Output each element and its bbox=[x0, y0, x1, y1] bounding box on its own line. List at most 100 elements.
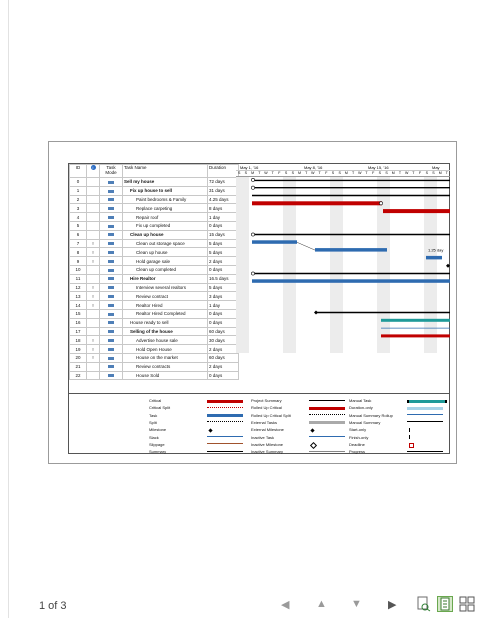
legend-label: Critical bbox=[149, 398, 161, 403]
table-row[interactable]: 21 Review contracts 2 days bbox=[70, 362, 239, 371]
legend-swatch bbox=[207, 407, 243, 408]
table-row[interactable]: 2 Paint bedrooms & Family 4.25 days bbox=[70, 195, 239, 204]
row-indicator bbox=[87, 186, 100, 195]
row-indicator bbox=[87, 318, 100, 327]
arrow-down-icon[interactable]: ▼ bbox=[351, 598, 362, 610]
table-row[interactable]: 12! Interview several realtors 5 days bbox=[70, 283, 239, 292]
row-duration: 60 days bbox=[208, 353, 239, 362]
legend-swatch bbox=[309, 436, 345, 437]
legend-label: Progress bbox=[349, 449, 365, 454]
table-row[interactable]: 7! Clean out storage space 5 days bbox=[70, 239, 239, 248]
auto-scheduled-icon bbox=[108, 216, 114, 219]
critical-task-bar[interactable] bbox=[383, 209, 450, 213]
legend-label: Duration-only bbox=[349, 405, 373, 410]
auto-scheduled-icon bbox=[108, 374, 114, 377]
row-id: 18 bbox=[70, 336, 87, 345]
legend-swatch bbox=[207, 421, 243, 422]
table-row[interactable]: 11 Hire Realtor 16.5 days bbox=[70, 274, 239, 283]
table-row[interactable]: 10 Clean up completed 0 days bbox=[70, 265, 239, 274]
row-duration: 0 days bbox=[208, 309, 239, 318]
row-id: 17 bbox=[70, 327, 87, 336]
table-row[interactable]: 19! Hold Open House 2 days bbox=[70, 345, 239, 354]
table-row[interactable]: 9! Hold garage sale 2 days bbox=[70, 257, 239, 266]
manual-task-bar[interactable] bbox=[381, 319, 450, 322]
table-row[interactable]: 16 House ready to sell 0 days bbox=[70, 318, 239, 327]
row-duration: 2 days bbox=[208, 362, 239, 371]
task-mode-icon bbox=[100, 309, 123, 318]
row-id: 15 bbox=[70, 309, 87, 318]
row-id: 7 bbox=[70, 239, 87, 248]
table-row[interactable]: 20! House on the market 60 days bbox=[70, 353, 239, 362]
row-indicator: ! bbox=[87, 353, 100, 362]
row-indicator: ! bbox=[87, 248, 100, 257]
table-row[interactable]: 15 Realtor Hired Completed 0 days bbox=[70, 309, 239, 318]
legend-swatch bbox=[407, 400, 447, 403]
auto-scheduled-icon bbox=[108, 269, 114, 272]
row-task-name: Replace carpeting bbox=[123, 204, 208, 213]
table-row[interactable]: 18! Advertise house sale 30 days bbox=[70, 336, 239, 345]
task-bar[interactable] bbox=[315, 248, 387, 252]
legend-swatch bbox=[207, 436, 243, 437]
multi-page-icon[interactable] bbox=[459, 596, 475, 612]
table-row[interactable]: 4 Repair roof 1 day bbox=[70, 213, 239, 222]
row-id: 21 bbox=[70, 362, 87, 371]
page-indicator: 1 of 3 bbox=[39, 600, 67, 612]
table-row[interactable]: 17 Selling of the house 60 days bbox=[70, 327, 239, 336]
task-bar[interactable] bbox=[426, 256, 442, 260]
table-row[interactable]: 0 Sell my house 72 days bbox=[70, 178, 239, 187]
table-row[interactable]: 3 Replace carpeting 8 days bbox=[70, 204, 239, 213]
row-duration: 4.25 days bbox=[208, 195, 239, 204]
zoom-page-icon[interactable] bbox=[415, 596, 431, 612]
header-task-name: Task Name bbox=[123, 165, 208, 178]
one-page-icon[interactable] bbox=[437, 596, 453, 612]
task-mode-icon bbox=[100, 301, 123, 310]
row-task-name: Clean out storage space bbox=[123, 239, 208, 248]
critical-task-bar[interactable] bbox=[381, 334, 450, 337]
row-indicator bbox=[87, 204, 100, 213]
print-preview-page: ID i Task Mode Task Name Duration 0 Sell … bbox=[48, 141, 457, 464]
task-mode-icon bbox=[100, 204, 123, 213]
milestone-marker[interactable] bbox=[446, 264, 450, 268]
summary-cap bbox=[251, 272, 254, 275]
row-task-name: Hold garage sale bbox=[123, 257, 208, 266]
critical-task-bar[interactable] bbox=[252, 201, 382, 205]
task-bar[interactable] bbox=[252, 279, 450, 283]
row-id: 14 bbox=[70, 301, 87, 310]
row-id: 0 bbox=[70, 178, 87, 187]
auto-scheduled-icon bbox=[108, 207, 114, 210]
row-id: 1 bbox=[70, 186, 87, 195]
table-row[interactable]: 1 Fix up house to sell 31 days bbox=[70, 186, 239, 195]
auto-scheduled-icon bbox=[108, 286, 114, 289]
row-id: 20 bbox=[70, 353, 87, 362]
row-id: 9 bbox=[70, 257, 87, 266]
table-row[interactable]: 13! Review contract 3 days bbox=[70, 292, 239, 301]
table-row[interactable]: 22 House Sold 0 days bbox=[70, 371, 239, 380]
arrow-right-icon[interactable]: ▶ bbox=[388, 598, 396, 611]
legend-swatch bbox=[207, 400, 243, 403]
task-mode-icon bbox=[100, 239, 123, 248]
row-indicator: ! bbox=[87, 336, 100, 345]
auto-scheduled-icon bbox=[108, 277, 114, 280]
task-mode-icon bbox=[100, 248, 123, 257]
table-row[interactable]: 6 Clean up house 15 days bbox=[70, 230, 239, 239]
row-task-name: House on the market bbox=[123, 353, 208, 362]
row-duration: 30 days bbox=[208, 336, 239, 345]
arrow-up-icon[interactable]: ▲ bbox=[316, 598, 327, 610]
table-row[interactable]: 8! Clean up house 5 days bbox=[70, 248, 239, 257]
task-bar[interactable] bbox=[252, 240, 297, 244]
auto-scheduled-icon bbox=[108, 357, 114, 360]
task-mode-icon bbox=[100, 362, 123, 371]
table-row[interactable]: 5 Fix up completed 0 days bbox=[70, 221, 239, 230]
row-id: 13 bbox=[70, 292, 87, 301]
legend-label: Manual Summary Rollup bbox=[349, 413, 393, 418]
legend-label: Manual Summary bbox=[349, 420, 380, 425]
header-task-mode: Task Mode bbox=[100, 165, 123, 178]
legend-swatch bbox=[409, 428, 412, 432]
task-mode-icon bbox=[100, 265, 123, 274]
legend-label: Slack bbox=[149, 435, 159, 440]
row-id: 4 bbox=[70, 213, 87, 222]
table-row[interactable]: 14! Realtor Hired 1 day bbox=[70, 301, 239, 310]
legend-swatch bbox=[207, 414, 243, 417]
arrow-left-icon[interactable]: ◀ bbox=[281, 598, 289, 611]
row-indicator bbox=[87, 230, 100, 239]
